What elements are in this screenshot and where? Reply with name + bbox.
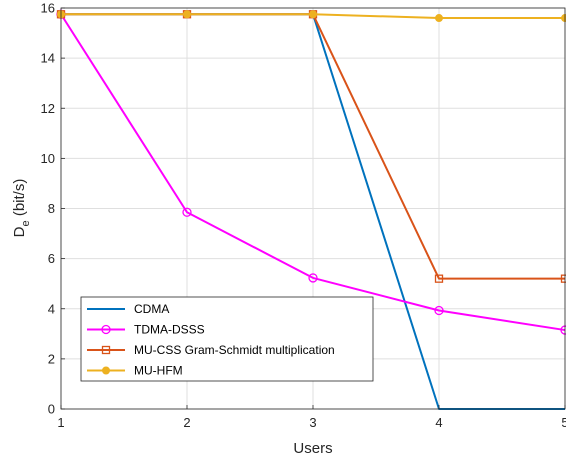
legend-label: MU-CSS Gram-Schmidt multiplication: [134, 343, 335, 357]
legend-entry: MU-CSS Gram-Schmidt multiplication: [87, 343, 335, 357]
legend-entry: CDMA: [87, 302, 169, 316]
data-point: [183, 10, 191, 19]
y-tick-label: 16: [41, 1, 55, 16]
data-point: [308, 273, 318, 283]
y-tick-label: 2: [48, 351, 55, 366]
y-tick-label: 12: [41, 101, 55, 116]
legend-label: CDMA: [134, 302, 169, 316]
y-tick-label: 0: [48, 402, 55, 417]
series-line: [60, 13, 566, 332]
series-mu-hfm: [57, 10, 566, 23]
data-point: [435, 14, 443, 23]
data-point: [434, 305, 444, 316]
legend: CDMA TDMA-DSSS MU-CSS Gram-Schmidt multipl…: [80, 296, 374, 382]
legend-marker: [101, 345, 111, 355]
x-tick-label: 5: [561, 415, 566, 430]
data-point: [182, 207, 192, 217]
y-tick-label: 8: [48, 201, 55, 216]
x-tick-label: 2: [183, 415, 190, 430]
y-axis-label-sub: e: [20, 220, 32, 226]
y-tick-label: 14: [41, 51, 55, 66]
legend-marker: [102, 366, 110, 375]
y-tick-label: 4: [48, 301, 55, 316]
legend-marker: [101, 324, 111, 335]
y-tick-label: 10: [41, 151, 55, 166]
legend-box: [80, 296, 374, 382]
data-point: [434, 274, 444, 283]
legend-entry: MU-HFM: [87, 364, 183, 378]
data-point: [309, 10, 317, 19]
x-tick-label: 1: [57, 415, 64, 430]
x-tick-label: 4: [435, 415, 442, 430]
legend-entry: TDMA-DSSS: [87, 323, 205, 337]
y-tick-label: 6: [48, 251, 55, 266]
y-axis-label: De (bit/s): [11, 179, 32, 238]
legend-label: TDMA-DSSS: [134, 323, 205, 337]
legend-label: MU-HFM: [134, 364, 183, 378]
series-layer: [56, 9, 566, 410]
x-axis-label: Users: [293, 440, 332, 457]
y-axis-label-main: D: [11, 226, 28, 237]
x-tick-label: 3: [309, 415, 316, 430]
y-axis-label-unit: (bit/s): [11, 179, 28, 221]
